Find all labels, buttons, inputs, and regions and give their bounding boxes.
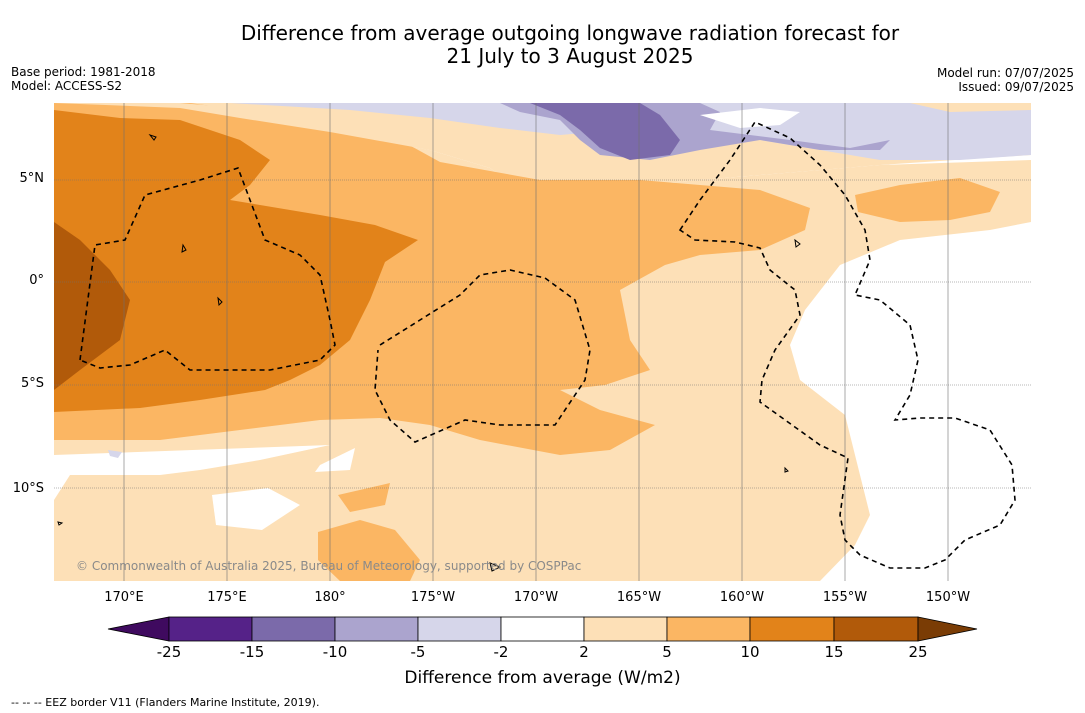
colorbar-tick-7: 10 [740, 643, 760, 661]
model-name: Model: ACCESS-S2 [11, 79, 123, 93]
colorbar-bin-6 [583, 616, 668, 642]
lon-label-165w: 165°W [616, 590, 662, 605]
lon-label-160w: 160°W [719, 590, 765, 605]
colorbar-tick-3: -5 [410, 643, 426, 661]
colorbar-bin-7 [666, 616, 751, 642]
lat-label-10s: 10°S [12, 481, 44, 496]
colorbar-bin-9 [833, 616, 919, 642]
lon-label-175e: 175°E [207, 590, 247, 605]
colorbar-bin-5 [500, 616, 585, 642]
colorbar-title: Difference from average (W/m2) [404, 668, 681, 688]
anomaly-field [54, 103, 1031, 581]
eez-borders [79, 120, 1016, 569]
lon-label-170w: 170°W [513, 590, 559, 605]
island-outlines [57, 133, 801, 572]
colorbar-tick-0: -25 [156, 643, 182, 661]
lon-label-170e: 170°E [104, 590, 144, 605]
colorbar-extend-low [107, 616, 170, 642]
title-line-1: Difference from average outgoing longwav… [240, 21, 900, 45]
colorbar [107, 616, 978, 642]
colorbar-tick-5: 2 [579, 643, 589, 661]
lon-label-150w: 150°W [925, 590, 971, 605]
title-line-2: 21 July to 3 August 2025 [446, 44, 694, 68]
colorbar-tick-2: -10 [322, 643, 348, 661]
lat-label-5n: 5°N [19, 171, 45, 186]
lat-label-5s: 5°S [20, 376, 44, 391]
lat-label-0: 0° [29, 273, 44, 288]
issued-date: Issued: 09/07/2025 [958, 80, 1074, 94]
colorbar-tick-8: 15 [824, 643, 844, 661]
colorbar-bin-2 [251, 616, 336, 642]
map-title: Difference from average outgoing longwav… [0, 22, 1085, 68]
colorbar-tick-6: 5 [662, 643, 672, 661]
meta-left: Base period: 1981-2018 Model: ACCESS-S2 [11, 65, 156, 93]
copyright-notice: © Commonwealth of Australia 2025, Bureau… [76, 559, 582, 573]
eez-legend-note: -- -- -- EEZ border V11 (Flanders Marine… [11, 696, 320, 709]
lon-label-175w: 175°W [410, 590, 456, 605]
lon-label-180: 180° [314, 590, 346, 605]
colorbar-tick-1: -15 [239, 643, 265, 661]
meta-right: Model run: 07/07/2025 Issued: 09/07/2025 [937, 66, 1074, 94]
colorbar-bin-3 [334, 616, 419, 642]
colorbar-tick-9: 25 [908, 643, 928, 661]
lon-label-155w: 155°W [822, 590, 868, 605]
base-period: Base period: 1981-2018 [11, 65, 156, 79]
gridlines [54, 103, 1031, 581]
colorbar-bin-8 [749, 616, 835, 642]
colorbar-bin-1 [168, 616, 253, 642]
colorbar-bin-4 [417, 616, 502, 642]
colorbar-tick-4: -2 [493, 643, 509, 661]
model-run: Model run: 07/07/2025 [936, 66, 1074, 80]
colorbar-extend-high [917, 616, 978, 642]
